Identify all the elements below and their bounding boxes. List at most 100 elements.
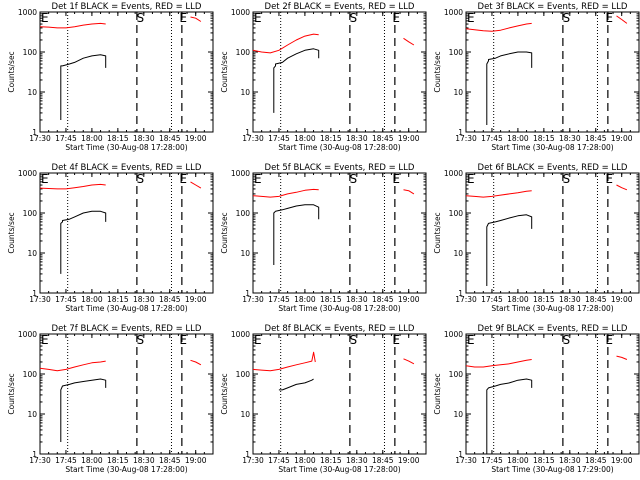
x-axis-label: Start Time (30-Aug-08 17:28:00) xyxy=(491,143,613,152)
eclipse-marker: E xyxy=(179,333,187,347)
chart-panel: Det 8f BLACK = Events, RED = LLD 1000 100 1… xyxy=(220,324,427,474)
plot-frame xyxy=(465,333,640,455)
lld-series-line xyxy=(403,189,415,195)
chart-panel: Det 7f BLACK = Events, RED = LLD 1000 100 1… xyxy=(7,324,214,474)
eclipse-marker: E xyxy=(179,172,187,186)
eclipse-marker: E xyxy=(41,172,49,186)
x-tick-label: 19:00 xyxy=(185,456,207,465)
x-tick-label: 17:45 xyxy=(55,134,77,143)
x-tick-label: 19:00 xyxy=(398,295,420,304)
plot-frame xyxy=(465,11,640,133)
eclipse-marker: E xyxy=(467,11,475,25)
eclipse-marker: E xyxy=(254,333,262,347)
x-tick-label: 17:30 xyxy=(242,134,264,143)
x-tick-label: 19:00 xyxy=(185,134,207,143)
x-tick-label: 17:30 xyxy=(242,456,264,465)
x-tick-label: 18:00 xyxy=(294,295,316,304)
x-tick-label: 17:45 xyxy=(481,295,503,304)
x-axis-label: Start Time (30-Aug-08 17:28:00) xyxy=(278,465,400,474)
x-tick-label: 18:15 xyxy=(533,134,555,143)
events-series-line xyxy=(486,51,533,125)
x-tick-label: 19:00 xyxy=(611,295,633,304)
x-tick-label: 18:15 xyxy=(107,456,129,465)
x-tick-label: 18:15 xyxy=(320,134,342,143)
chart-title: Det 4f BLACK = Events, RED = LLD xyxy=(52,163,202,173)
x-tick-label: 19:00 xyxy=(611,456,633,465)
x-tick-label: 18:45 xyxy=(585,295,607,304)
x-tick-label: 17:30 xyxy=(455,134,477,143)
x-tick-label: 17:45 xyxy=(55,295,77,304)
events-series-line xyxy=(278,378,314,391)
x-tick-label: 17:45 xyxy=(268,456,290,465)
y-tick-label: 1 xyxy=(458,289,463,298)
x-axis-label: Start Time (30-Aug-08 17:28:00) xyxy=(65,465,187,474)
x-tick-label: 17:30 xyxy=(29,456,51,465)
y-tick-label: 10 xyxy=(240,88,250,97)
x-tick-label: 18:45 xyxy=(159,456,181,465)
y-tick-label: 100 xyxy=(449,370,464,379)
eclipse-marker: E xyxy=(605,172,613,186)
saa-marker: S xyxy=(563,172,571,186)
x-tick-label: 17:45 xyxy=(481,134,503,143)
eclipse-marker: E xyxy=(605,333,613,347)
x-tick-label: 18:30 xyxy=(346,134,368,143)
y-tick-label: 100 xyxy=(23,370,38,379)
x-tick-label: 17:30 xyxy=(29,134,51,143)
x-tick-label: 18:15 xyxy=(533,456,555,465)
chart-title: Det 2f BLACK = Events, RED = LLD xyxy=(265,2,415,12)
y-axis-label: Counts/sec xyxy=(433,373,442,414)
x-tick-label: 17:30 xyxy=(29,295,51,304)
chart-title: Det 3f BLACK = Events, RED = LLD xyxy=(478,2,628,12)
chart-title: Det 7f BLACK = Events, RED = LLD xyxy=(52,324,202,334)
x-tick-label: 18:00 xyxy=(81,295,103,304)
y-tick-label: 1000 xyxy=(444,330,463,339)
saa-marker: S xyxy=(563,11,571,25)
lld-series-line xyxy=(616,184,628,191)
x-tick-label: 19:00 xyxy=(185,295,207,304)
lld-series-line xyxy=(39,22,106,29)
x-tick-label: 18:00 xyxy=(507,295,529,304)
lld-series-line xyxy=(616,355,628,360)
plot-frame xyxy=(252,333,427,455)
lld-series-line xyxy=(252,188,319,198)
events-series-line xyxy=(273,48,320,113)
events-series-line xyxy=(486,214,533,286)
y-tick-label: 1000 xyxy=(18,169,37,178)
lld-series-line xyxy=(39,183,106,190)
lld-series-line xyxy=(190,181,202,189)
y-tick-label: 1 xyxy=(458,128,463,137)
x-tick-label: 19:00 xyxy=(398,134,420,143)
x-tick-label: 17:30 xyxy=(455,456,477,465)
y-tick-label: 10 xyxy=(27,249,37,258)
y-tick-label: 10 xyxy=(27,88,37,97)
eclipse-marker: E xyxy=(605,11,613,25)
chart-panel: Det 9f BLACK = Events, RED = LLD 1000 100 1… xyxy=(433,324,640,474)
plot-frame xyxy=(39,333,214,455)
eclipse-marker: E xyxy=(254,172,262,186)
eclipse-marker: E xyxy=(254,11,262,25)
x-tick-label: 17:45 xyxy=(481,456,503,465)
y-axis-label: Counts/sec xyxy=(220,51,229,92)
x-tick-label: 18:45 xyxy=(159,295,181,304)
eclipse-marker: E xyxy=(392,333,400,347)
chart-title: Det 5f BLACK = Events, RED = LLD xyxy=(265,163,415,173)
eclipse-marker: E xyxy=(392,11,400,25)
x-tick-label: 18:00 xyxy=(81,456,103,465)
plot-frame xyxy=(39,11,214,133)
x-tick-label: 18:00 xyxy=(294,134,316,143)
x-tick-label: 18:15 xyxy=(107,295,129,304)
saa-marker: S xyxy=(350,11,358,25)
y-tick-label: 1 xyxy=(32,450,37,459)
eclipse-marker: E xyxy=(392,172,400,186)
y-tick-label: 1 xyxy=(32,289,37,298)
lld-series-line xyxy=(252,33,319,54)
x-axis-label: Start Time (30-Aug-08 17:28:00) xyxy=(491,304,613,313)
chart-panel: Det 6f BLACK = Events, RED = LLD 1000 100 1… xyxy=(433,163,640,313)
x-tick-label: 18:45 xyxy=(585,456,607,465)
events-series-line xyxy=(60,54,107,120)
y-axis-label: Counts/sec xyxy=(220,373,229,414)
y-tick-label: 1 xyxy=(458,450,463,459)
x-tick-label: 19:00 xyxy=(398,456,420,465)
eclipse-marker: E xyxy=(41,333,49,347)
x-tick-label: 18:45 xyxy=(585,134,607,143)
